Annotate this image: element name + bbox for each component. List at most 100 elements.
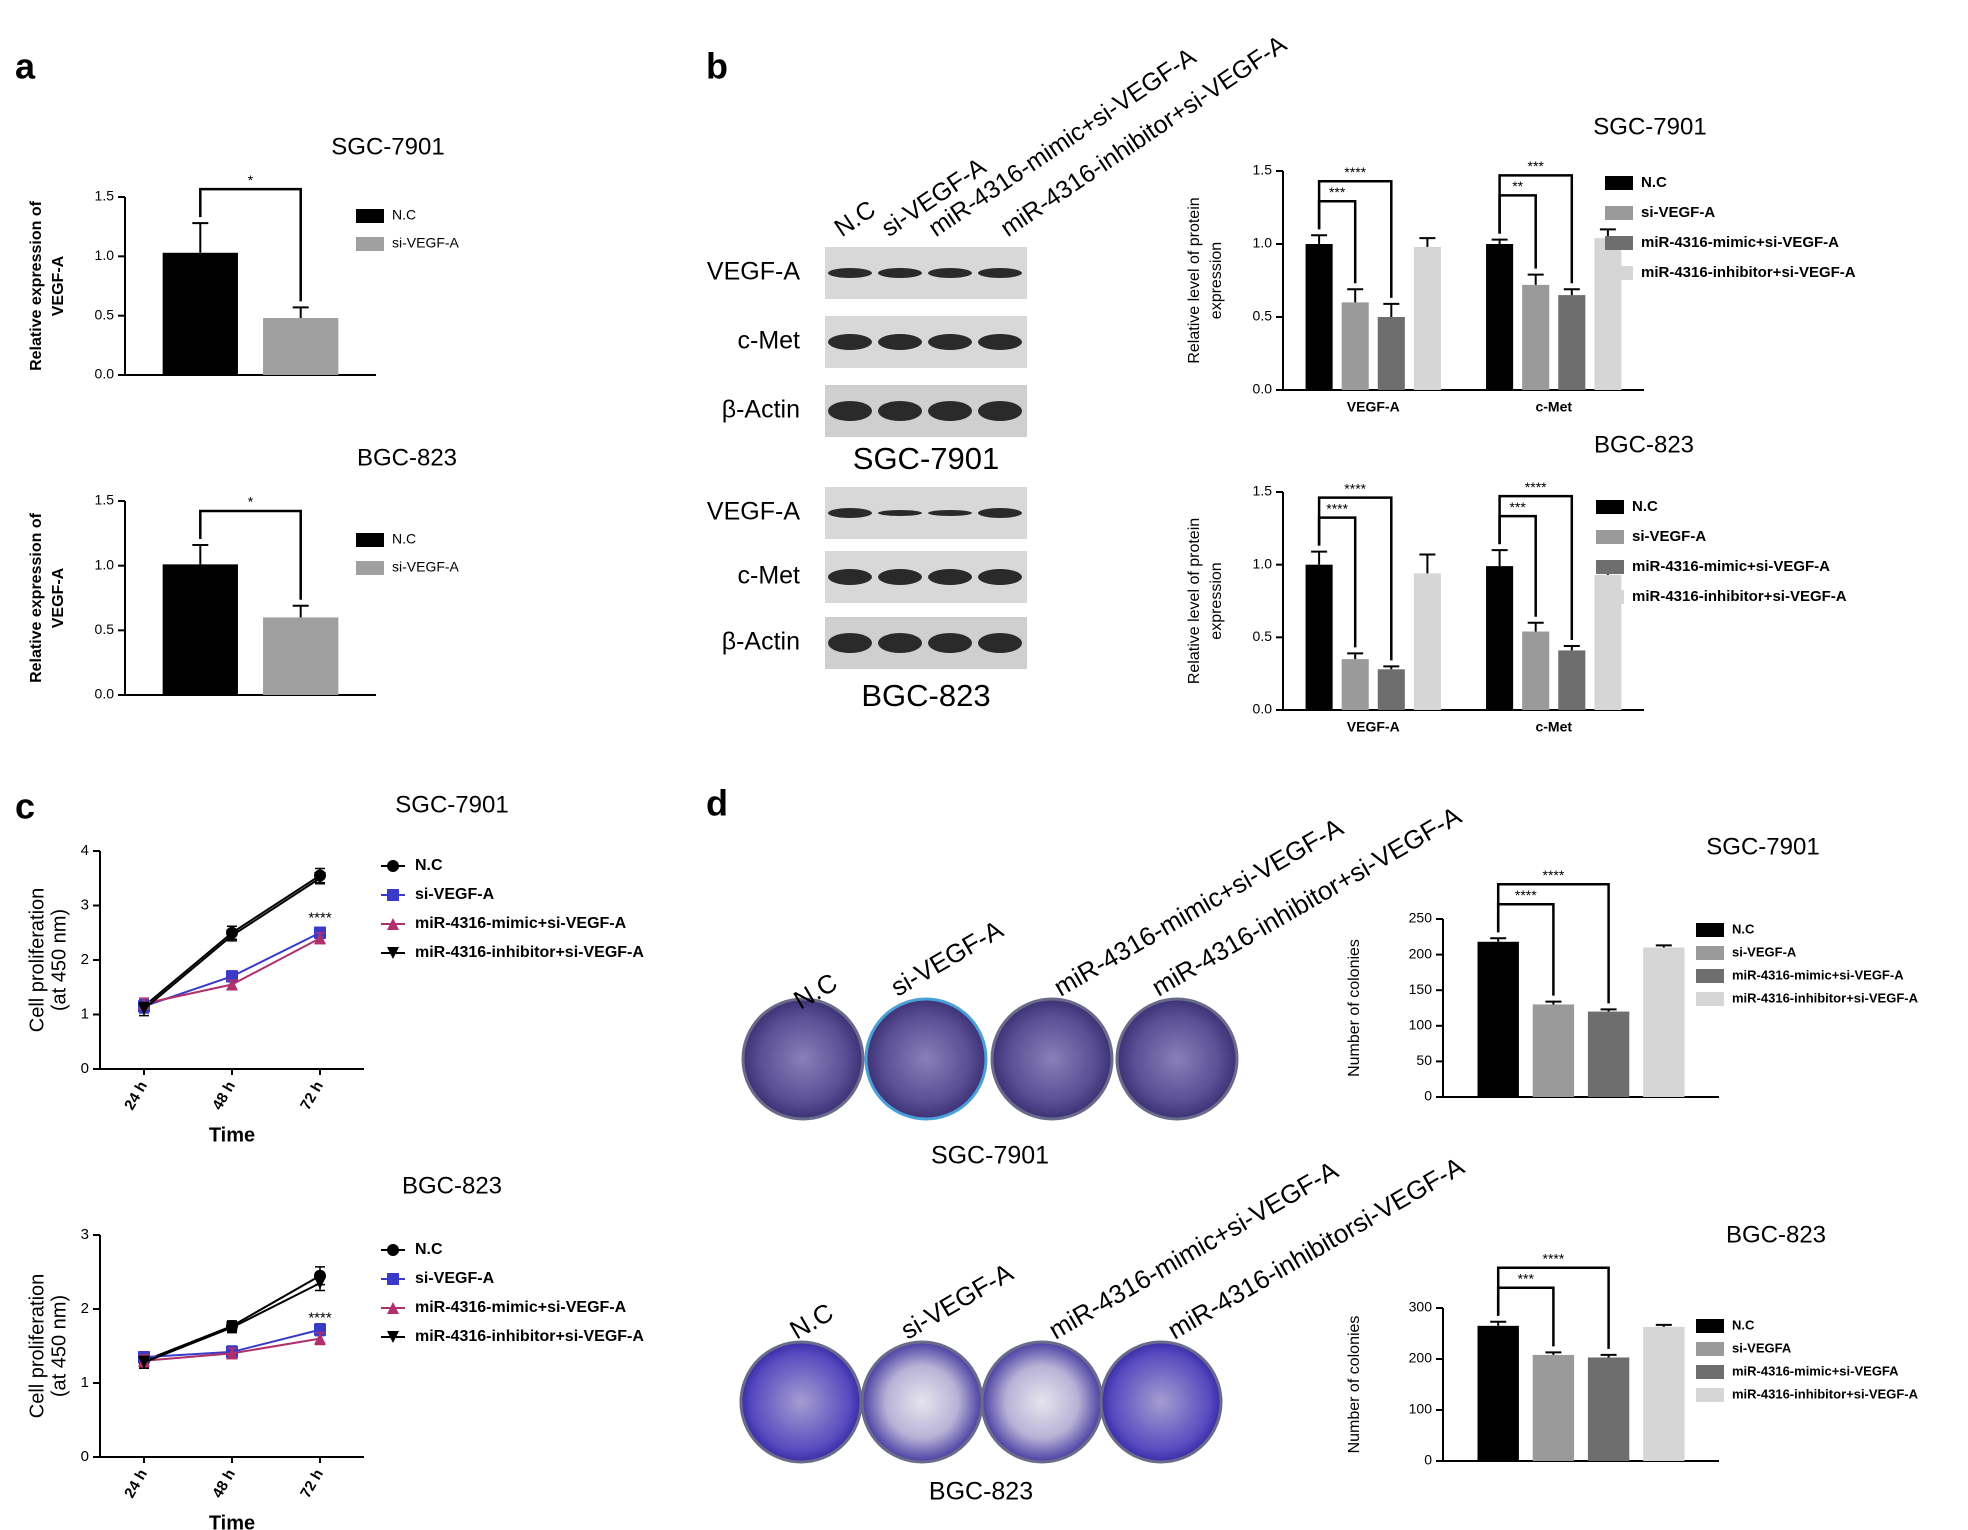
- error-bar: [1545, 1000, 1562, 1005]
- bar: [1341, 659, 1369, 710]
- legend-swatch: [1696, 946, 1724, 960]
- y-tick-label: 1.0: [95, 247, 115, 263]
- y-tick-label: 0: [81, 1448, 89, 1465]
- data-point: [226, 978, 238, 991]
- significance-label: ****: [1543, 1250, 1565, 1266]
- significance-label: **: [1512, 178, 1523, 194]
- legend-label: si-VEGFA: [1732, 1340, 1792, 1355]
- error-bar: [1545, 1351, 1562, 1355]
- error-bar: [292, 604, 309, 618]
- blot-cell-label: SGC-7901: [853, 441, 999, 476]
- error-bar: [1419, 237, 1436, 247]
- y-tick-label: 1.0: [1253, 555, 1273, 571]
- legend-label: N.C: [1732, 1317, 1755, 1332]
- y-tick-label: 300: [1409, 1299, 1433, 1315]
- legend-swatch: [356, 561, 384, 575]
- significance-bracket: [199, 187, 302, 302]
- y-tick-label: 1: [81, 1005, 89, 1022]
- y-axis-label: Relative level of protein: [1186, 518, 1203, 684]
- legend-swatch: [1596, 590, 1624, 604]
- legend-label: miR-4316-mimic+si-VEGF-A: [1632, 558, 1830, 575]
- y-axis-label: (at 450 nm): [48, 1295, 70, 1397]
- bar: [1486, 566, 1514, 710]
- significance-label: ***: [1528, 158, 1545, 174]
- y-axis-label: Number of colonies: [1346, 1316, 1363, 1454]
- blot-band: [828, 569, 872, 585]
- bar: [162, 252, 238, 375]
- blot-row-label: VEGF-A: [707, 258, 800, 286]
- legend-marker: [387, 947, 399, 959]
- bar: [1486, 244, 1514, 390]
- blot-band: [878, 633, 922, 653]
- significance-label: *: [248, 494, 254, 510]
- legend-swatch: [356, 533, 384, 547]
- blot-band: [978, 268, 1022, 278]
- legend-marker: [387, 1302, 399, 1314]
- error-bar: [1347, 288, 1364, 303]
- y-tick-label: 1.5: [95, 492, 115, 508]
- y-tick-label: 3: [81, 1226, 89, 1243]
- y-tick-label: 0: [1424, 1088, 1432, 1104]
- data-point: [314, 1277, 326, 1290]
- bar: [1558, 650, 1586, 710]
- bar: [1341, 302, 1369, 390]
- y-tick-label: 0.0: [1253, 381, 1273, 397]
- blot-band: [878, 334, 922, 350]
- significance-bracket: [1496, 882, 1610, 1004]
- data-point: [138, 1003, 150, 1016]
- y-tick-label: 0.5: [1253, 628, 1273, 644]
- x-tick-label: c-Met: [1535, 399, 1572, 415]
- y-axis-label: Relative level of protein: [1186, 197, 1203, 363]
- axis: [1282, 492, 1644, 711]
- legend-label: N.C: [1632, 498, 1658, 515]
- data-line: [143, 931, 321, 1008]
- blot-row-label: β-Actin: [722, 396, 800, 424]
- significance-label: ***: [1509, 499, 1526, 515]
- error-bar: [1311, 234, 1328, 244]
- y-tick-label: 1.0: [95, 556, 115, 572]
- legend-swatch: [1696, 923, 1724, 937]
- significance-label: ****: [1344, 480, 1366, 496]
- error-bar: [292, 306, 309, 319]
- y-tick-label: 2: [81, 1300, 89, 1317]
- significance-label: ***: [1329, 184, 1346, 200]
- y-tick-label: 0.5: [95, 306, 115, 322]
- significance-label: ***: [1518, 1270, 1535, 1286]
- legend-marker: [387, 860, 399, 872]
- legend-swatch: [1696, 1365, 1724, 1379]
- bar: [1305, 564, 1333, 710]
- significance-bracket: [1317, 179, 1393, 298]
- y-tick-label: 200: [1409, 945, 1433, 961]
- blot-band: [828, 633, 872, 653]
- dish-cell-label: SGC-7901: [931, 1142, 1049, 1170]
- colony-dish: [990, 997, 1114, 1121]
- y-tick-label: 0: [81, 1060, 89, 1077]
- x-tick-label: 48 h: [209, 1466, 239, 1500]
- x-tick-label: 48 h: [209, 1078, 239, 1112]
- y-tick-label: 2: [81, 951, 89, 968]
- bar: [1532, 1004, 1575, 1097]
- y-tick-label: 250: [1409, 910, 1433, 926]
- legend-label: si-VEGF-A: [392, 235, 460, 251]
- blot-band: [928, 334, 972, 350]
- y-axis-label: VEGF-A: [50, 255, 67, 316]
- blot-band: [928, 510, 972, 516]
- x-tick-label: 24 h: [121, 1078, 151, 1112]
- y-tick-label: 100: [1409, 1017, 1433, 1033]
- dish-cell-label: BGC-823: [929, 1478, 1033, 1506]
- dish-label: si-VEGF-A: [885, 914, 1008, 1002]
- legend-marker: [387, 918, 399, 930]
- y-axis-label: expression: [1208, 562, 1225, 639]
- data-point: [314, 932, 326, 945]
- legend-marker: [387, 1331, 399, 1343]
- error-bar: [1527, 273, 1544, 285]
- legend-swatch: [1696, 1342, 1724, 1356]
- chart-title: BGC-823: [357, 444, 457, 471]
- legend-swatch: [1696, 992, 1724, 1006]
- significance-label: *: [248, 172, 254, 188]
- error-bar: [192, 543, 209, 565]
- bar: [1587, 1357, 1630, 1461]
- y-tick-label: 0.5: [1253, 308, 1273, 324]
- legend-label: miR-4316-inhibitor+si-VEGF-A: [415, 1328, 644, 1345]
